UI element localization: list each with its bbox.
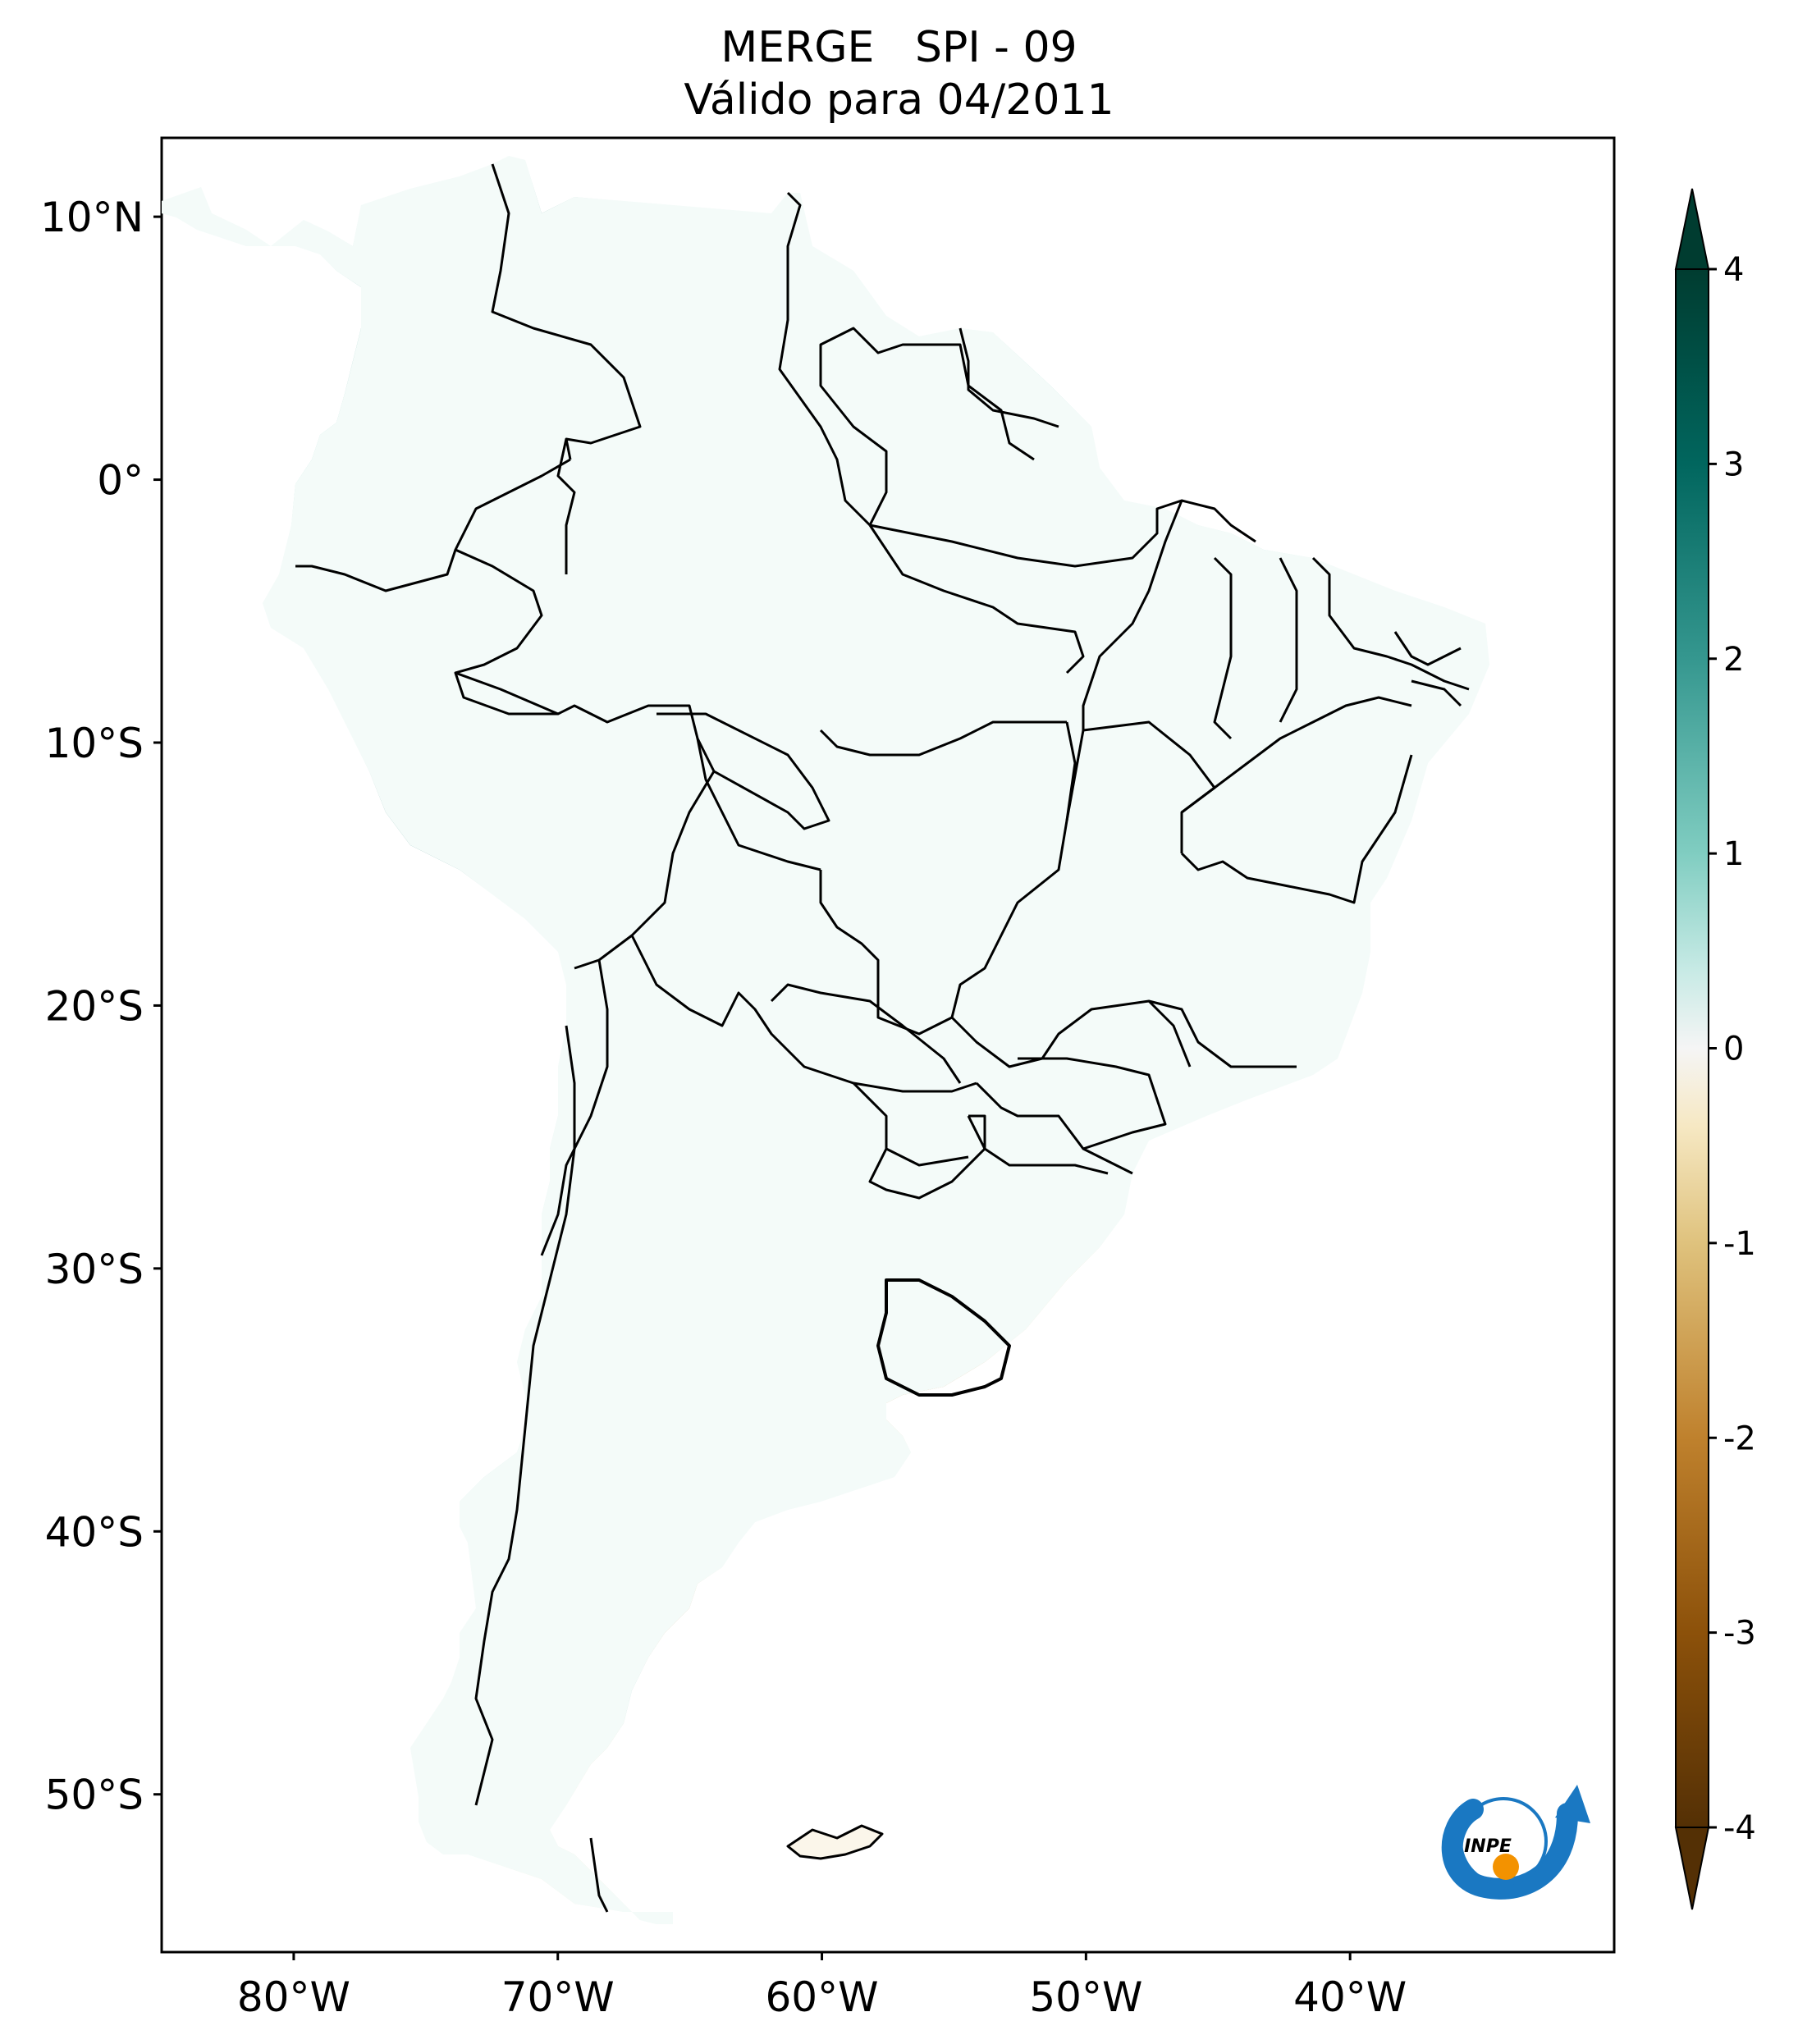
colorbar-extend-bottom: [1674, 1827, 1710, 1910]
lat-tick-label: 30°S: [45, 1246, 144, 1293]
lat-tick-label: 50°S: [45, 1772, 144, 1819]
lat-tick-label: 40°S: [45, 1508, 144, 1556]
colorbar: 4 3 2 1 0 -1 -2 -3 -4: [1674, 188, 1756, 1910]
lat-tick-label: 20°S: [45, 982, 144, 1030]
colorbar-tick-label: 2: [1723, 641, 1744, 679]
logo-arrow: [1555, 1785, 1590, 1823]
colorbar-extend-top: [1674, 188, 1710, 270]
colorbar-tick-label: 3: [1723, 446, 1744, 483]
lat-tick-label: 10°N: [40, 194, 144, 241]
lon-tick-label: 60°W: [766, 1973, 879, 2021]
lat-axis: 10°N 0° 10°S 20°S 30°S 40°S 50°S: [40, 194, 162, 1819]
colorbar-tick-label: 4: [1723, 251, 1744, 289]
lat-tick-label: 0°: [97, 457, 144, 505]
logo-ring: [1459, 1797, 1548, 1886]
lat-tick-label: 10°S: [45, 720, 144, 767]
logo-arc: [1441, 1799, 1578, 1900]
colorbar-tick-label: -2: [1723, 1420, 1756, 1457]
map-title: MERGE SPI - 09: [721, 23, 1077, 72]
lon-axis: 80°W 70°W 60°W 50°W 40°W: [237, 1952, 1407, 2021]
lon-tick-label: 50°W: [1029, 1973, 1142, 2021]
country-borders: [160, 154, 1491, 1926]
inpe-logo: INPE: [1441, 1785, 1590, 1900]
colorbar-tick-label: -4: [1723, 1809, 1756, 1847]
colorbar-tick-label: 0: [1723, 1031, 1744, 1068]
map-subtitle: Válido para 04/2011: [684, 75, 1114, 125]
colorbar-tick-label: -1: [1723, 1225, 1756, 1263]
lon-tick-label: 70°W: [501, 1973, 615, 2021]
colorbar-bar: [1675, 268, 1709, 1828]
lon-tick-label: 40°W: [1293, 1973, 1407, 2021]
colorbar-tick-label: 1: [1723, 835, 1744, 873]
logo-text: INPE: [1464, 1836, 1512, 1857]
lon-tick-label: 80°W: [237, 1973, 350, 2021]
logo-dot: [1493, 1854, 1519, 1880]
colorbar-tick-label: -3: [1723, 1615, 1756, 1653]
